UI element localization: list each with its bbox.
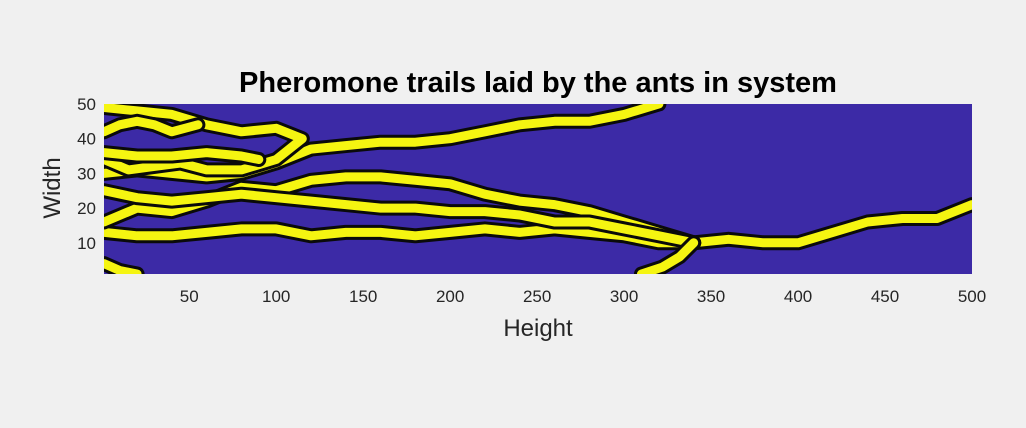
trail-6: [104, 148, 264, 164]
y-tick-label: 30: [77, 164, 96, 183]
x-tick-label: 450: [871, 287, 899, 306]
trail-9: [104, 259, 142, 274]
y-tick-label: 20: [77, 199, 96, 218]
y-axis-label: Width: [39, 157, 66, 218]
x-tick-label: 100: [262, 287, 290, 306]
x-tick-label: 150: [349, 287, 377, 306]
x-tick-label: 300: [610, 287, 638, 306]
x-tick-label: 200: [436, 287, 464, 306]
x-axis-ticks: 50 100 150 200 250 300 350 400 450 500: [180, 287, 986, 306]
trail-7: [104, 116, 203, 137]
trail-3: [104, 186, 699, 248]
x-tick-label: 400: [784, 287, 812, 306]
x-tick-label: 250: [523, 287, 551, 306]
trail-4: [104, 104, 664, 182]
y-tick-label: 50: [77, 95, 96, 114]
x-axis-label: Height: [503, 315, 573, 342]
x-tick-label: 50: [180, 287, 199, 306]
y-tick-label: 40: [77, 130, 96, 149]
trail-1: [104, 200, 972, 248]
pheromone-trails: [104, 104, 972, 274]
y-tick-label: 10: [77, 234, 96, 253]
x-tick-label: 350: [697, 287, 725, 306]
trail-5: [104, 104, 307, 175]
y-axis-ticks: 10 20 30 40 50: [77, 95, 96, 253]
x-tick-label: 500: [958, 287, 986, 306]
trail-8: [637, 238, 699, 274]
chart-title: Pheromone trails laid by the ants in sys…: [239, 67, 837, 99]
